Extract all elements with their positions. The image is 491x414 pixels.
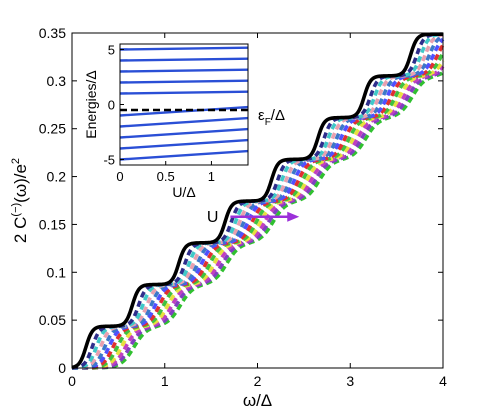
main-ticks: 0 1 2 3 4 0 0.05 0.1 0.15 0.2 0.25 0.3 0.35	[39, 25, 447, 389]
y-label-sup2: 2	[10, 158, 22, 164]
inset-x-tick-label: 1	[208, 169, 215, 184]
y-tick-label: 0.2	[47, 169, 67, 185]
series-line-1	[71, 32, 444, 370]
inset-y-tick-label: 0	[108, 98, 115, 113]
inset-x-tick-label: 0.5	[157, 169, 175, 184]
series-line-10	[72, 68, 445, 370]
u-arrow	[230, 211, 300, 222]
fermi-label-sub: F	[265, 117, 271, 128]
series-line-11	[72, 71, 444, 370]
inset-x-axis-label: U/Δ	[172, 184, 195, 200]
x-tick-label: 0	[68, 373, 76, 389]
x-tick-label: 4	[439, 373, 447, 389]
fermi-label-rest: /Δ	[271, 107, 285, 124]
y-tick-label: 0.35	[39, 25, 66, 41]
inset-y-axis-label: Energies/Δ	[83, 70, 99, 139]
main-curves	[71, 32, 445, 370]
inset-ticks: 0 0.5 1-505	[103, 43, 215, 185]
y-label-sup: (−)	[10, 203, 22, 217]
energy-level-line	[120, 90, 248, 95]
y-tick-label: 0.1	[47, 264, 67, 280]
energy-level-line	[120, 116, 248, 128]
y-tick-label: 0.05	[39, 312, 66, 328]
inset-y-tick-label: 5	[108, 43, 115, 58]
y-axis-label: 2 C(−)(ω)/e2	[10, 158, 30, 243]
energy-level-line	[120, 46, 248, 51]
x-tick-label: 3	[346, 373, 354, 389]
x-tick-label: 1	[161, 373, 169, 389]
inset-chart: 0 0.5 1-505 U/Δ Energies/Δ εF/Δ	[83, 43, 285, 201]
series-line-0	[71, 32, 443, 370]
y-tick-label: 0.15	[39, 216, 66, 232]
y-label-base: 2 C	[11, 217, 30, 243]
energy-level-line	[120, 68, 248, 73]
energy-level-line	[120, 127, 248, 139]
x-axis-label: ω/Δ	[243, 391, 272, 410]
inset-background	[119, 43, 249, 166]
energy-level-line	[120, 138, 248, 150]
inset-energy-levels	[120, 46, 248, 161]
fermi-level-label: εF/Δ	[258, 107, 285, 128]
main-chart: 0 1 2 3 4 0 0.05 0.1 0.15 0.2 0.25 0.3 0.35 U ω/Δ 2 …	[10, 25, 447, 410]
u-arrow-head	[287, 211, 300, 222]
energy-level-line	[120, 79, 248, 84]
x-tick-label: 2	[254, 373, 262, 389]
energy-level-line	[120, 149, 248, 161]
y-tick-label: 0.3	[47, 73, 67, 89]
inset-x-tick-label: 0	[116, 169, 123, 184]
inset-y-tick-label: -5	[103, 153, 115, 168]
energy-level-line	[120, 57, 248, 62]
y-tick-label: 0.25	[39, 121, 66, 137]
y-tick-label: 0	[58, 360, 66, 376]
fermi-label-base: ε	[258, 107, 265, 124]
u-arrow-label: U	[207, 209, 219, 226]
energy-level-line	[120, 105, 248, 117]
y-label-mid: (ω)/e	[11, 164, 30, 203]
